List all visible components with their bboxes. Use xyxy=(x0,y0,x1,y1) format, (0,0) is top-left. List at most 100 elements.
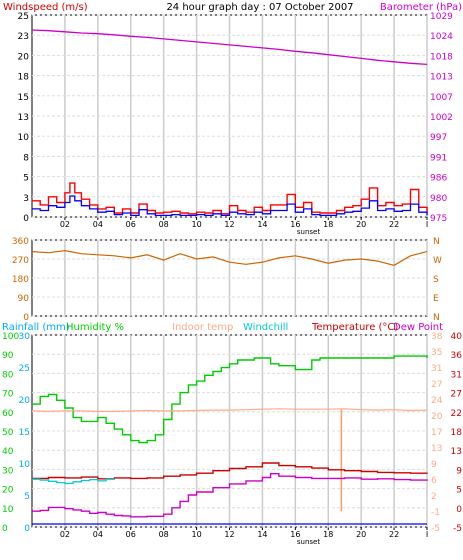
rainfall-tick-label: 5 xyxy=(24,492,30,502)
x-tick-label: 20 xyxy=(356,220,366,229)
y-right-tick-label: 997 xyxy=(430,133,447,143)
x-tick-label: 06 xyxy=(126,220,136,229)
indoor-temp-tick-label: 17 xyxy=(431,428,442,438)
y-tick-label: 3 xyxy=(23,194,29,204)
y-right-tick-label: 991 xyxy=(430,153,447,163)
indoor-temp-tick-label: 13 xyxy=(431,444,442,454)
y-tick-label: 180 xyxy=(12,275,29,285)
compass-tick-label: N xyxy=(433,237,440,247)
temperature-tick-label: 18 xyxy=(451,428,463,438)
y-right-tick-label: 1018 xyxy=(430,52,453,62)
humidity-tick-label: 60 xyxy=(2,409,14,419)
x-tick-label: 14 xyxy=(257,220,267,229)
x-tick-label: 12 xyxy=(224,220,234,229)
wind-barometer-panel: 02 04 06 08 10 12 14 16 18 20 22 Isunset03581013151… xyxy=(3,2,462,236)
humidity-tick-label: 80 xyxy=(2,370,14,380)
x-tick-label: 20 xyxy=(356,530,366,539)
x-tick-label: 22 xyxy=(389,530,399,539)
indoor-temp-tick-label: 20 xyxy=(431,412,443,422)
sunset-label: sunset xyxy=(297,538,320,546)
y-tick-label: 8 xyxy=(23,153,29,163)
legend-label: Indoor temp xyxy=(172,322,233,333)
y-tick-label: 10 xyxy=(18,133,30,143)
compass-tick-label: S xyxy=(433,275,439,285)
indoor-temp-tick-label: 6 xyxy=(431,476,437,486)
humidity-line xyxy=(32,355,428,444)
rainfall-tick-label: 25 xyxy=(19,364,30,374)
y-tick-label: 23 xyxy=(18,32,29,42)
x-tick-label: I xyxy=(426,530,428,539)
temperature-tick-label: 5 xyxy=(456,486,462,496)
wind-direction-line xyxy=(31,249,428,266)
y-right-tick-label: 1007 xyxy=(430,93,453,103)
rainfall-tick-label: 20 xyxy=(19,396,31,406)
indoor-temp-tick-label: 35 xyxy=(431,348,442,358)
y-tick-label: 0 xyxy=(23,313,29,323)
legend-label: Temperature (°C) xyxy=(311,322,398,333)
humidity-tick-label: 100 xyxy=(2,332,19,342)
y-tick-label: 360 xyxy=(12,237,29,247)
temperature-tick-label: 9 xyxy=(456,466,462,476)
y-tick-label: 25 xyxy=(18,12,29,22)
humidity-tick-label: 30 xyxy=(2,466,14,476)
x-tick-label: 04 xyxy=(93,530,103,539)
y-right-tick-label: 980 xyxy=(430,194,447,204)
indoor-temp-tick-label: -5 xyxy=(431,524,440,534)
humidity-tick-label: 0 xyxy=(2,524,8,534)
barometer-axis-title: Barometer (hPa) xyxy=(380,2,462,13)
y-right-tick-label: 1002 xyxy=(430,113,453,123)
temperature-tick-label: -5 xyxy=(453,524,462,534)
indoor-temp-tick-label: 9 xyxy=(431,460,437,470)
indoor-temp-tick-label: 2 xyxy=(431,492,437,502)
temperature-tick-label: 40 xyxy=(451,332,463,342)
y-tick-label: 270 xyxy=(12,256,29,266)
windchill-line xyxy=(32,478,115,485)
y-tick-label: 5 xyxy=(23,174,29,184)
x-tick-label: 02 xyxy=(60,530,70,539)
y-right-tick-label: 1024 xyxy=(430,32,453,42)
x-tick-label: 02 xyxy=(60,220,70,229)
barometer-line xyxy=(31,29,428,66)
legend-label: Windchill xyxy=(243,322,288,333)
y-right-tick-label: 986 xyxy=(430,174,447,184)
y-tick-label: 20 xyxy=(18,52,30,62)
x-tick-label: 08 xyxy=(159,530,169,539)
windspeed-line xyxy=(32,195,428,217)
rainfall-tick-label: 0 xyxy=(24,524,30,534)
temperature-tick-label: 0 xyxy=(456,505,462,515)
x-tick-label: 22 xyxy=(389,220,399,229)
y-tick-label: 90 xyxy=(18,294,30,304)
humidity-tick-label: 20 xyxy=(2,486,14,496)
x-tick-label: 16 xyxy=(290,530,300,539)
indoor-temp-tick-label: 27 xyxy=(431,380,442,390)
y-tick-label: 15 xyxy=(18,93,29,103)
temperature-tick-label: 36 xyxy=(451,351,463,361)
indoor-temp-tick-label: 24 xyxy=(431,396,443,406)
y-tick-label: 18 xyxy=(18,73,30,83)
temperature-tick-label: 13 xyxy=(451,447,462,457)
humidity-tick-label: 70 xyxy=(2,390,14,400)
indoor-temp-tick-label: 31 xyxy=(431,364,442,374)
humidity-tick-label: 40 xyxy=(2,447,14,457)
rainfall-tick-label: 10 xyxy=(19,460,31,470)
indoor-temp-tick-label: -1 xyxy=(431,508,440,518)
rainfall-tick-label: 15 xyxy=(19,428,30,438)
compass-tick-label: W xyxy=(433,256,442,266)
temperature-tick-label: 22 xyxy=(451,409,462,419)
x-tick-label: 08 xyxy=(159,220,169,229)
humidity-tick-label: 50 xyxy=(2,428,14,438)
x-tick-label: 18 xyxy=(323,530,333,539)
x-tick-label: I xyxy=(426,220,428,229)
x-tick-label: 06 xyxy=(126,530,136,539)
x-tick-label: 12 xyxy=(224,530,234,539)
temperature-tick-label: 31 xyxy=(451,370,462,380)
y-right-tick-label: 1029 xyxy=(430,12,453,22)
y-right-tick-label: 975 xyxy=(430,214,447,224)
x-tick-label: 14 xyxy=(257,530,267,539)
humidity-tick-label: 90 xyxy=(2,351,14,361)
chart-title: 24 hour graph day : 07 October 2007 xyxy=(166,2,353,13)
